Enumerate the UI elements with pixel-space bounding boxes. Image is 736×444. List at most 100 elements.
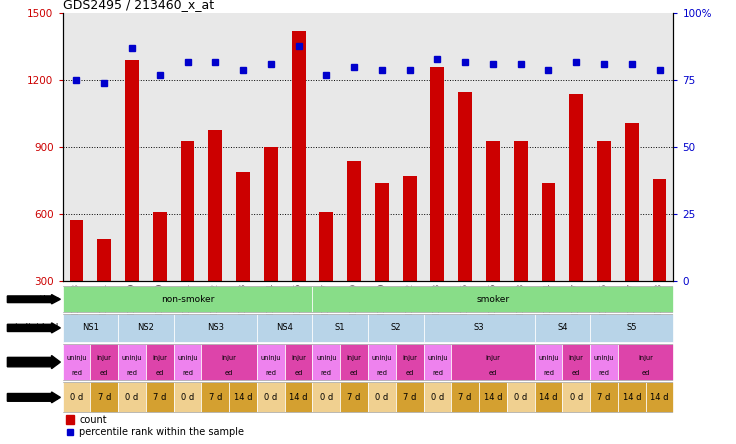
Bar	[562, 382, 590, 412]
Bar	[459, 91, 472, 281]
Text: injur: injur	[638, 355, 653, 361]
Text: 7 d: 7 d	[403, 393, 417, 402]
Text: GDS2495 / 213460_x_at: GDS2495 / 213460_x_at	[63, 0, 213, 11]
Bar	[202, 344, 257, 380]
Text: injur: injur	[291, 355, 306, 361]
Bar	[375, 183, 389, 281]
Text: red: red	[321, 370, 332, 377]
Text: uninju: uninju	[427, 355, 447, 361]
Bar	[125, 60, 139, 281]
Bar	[423, 344, 451, 380]
Bar	[479, 382, 507, 412]
Bar	[146, 344, 174, 380]
Bar	[69, 220, 83, 281]
Bar	[431, 67, 445, 281]
Text: S3: S3	[474, 323, 484, 333]
Bar	[63, 344, 91, 380]
Bar	[313, 286, 673, 312]
Bar	[534, 344, 562, 380]
Bar	[63, 382, 91, 412]
Text: 14 d: 14 d	[289, 393, 308, 402]
Text: S2: S2	[391, 323, 401, 333]
Text: ed: ed	[642, 370, 650, 377]
Bar	[423, 382, 451, 412]
Bar	[313, 382, 340, 412]
Bar	[590, 382, 618, 412]
Bar	[368, 344, 396, 380]
Text: uninju: uninju	[594, 355, 615, 361]
Bar	[645, 382, 673, 412]
Bar	[174, 382, 202, 412]
Bar	[285, 344, 313, 380]
Text: 14 d: 14 d	[623, 393, 641, 402]
Text: injur: injur	[222, 355, 236, 361]
Bar	[174, 344, 202, 380]
Text: 0 d: 0 d	[375, 393, 389, 402]
Text: uninju: uninju	[372, 355, 392, 361]
Bar	[66, 416, 74, 424]
Bar	[618, 344, 673, 380]
Bar	[542, 183, 556, 281]
Bar	[291, 31, 305, 281]
Text: ed: ed	[406, 370, 414, 377]
Bar	[63, 314, 118, 342]
Text: 7 d: 7 d	[98, 393, 111, 402]
Bar	[208, 130, 222, 281]
Text: ed: ed	[100, 370, 108, 377]
Text: NS3: NS3	[207, 323, 224, 333]
Text: percentile rank within the sample: percentile rank within the sample	[79, 428, 244, 437]
Bar	[118, 382, 146, 412]
Bar	[451, 344, 534, 380]
Text: uninju: uninju	[66, 355, 87, 361]
Bar	[618, 382, 645, 412]
Text: 0 d: 0 d	[181, 393, 194, 402]
Bar	[590, 344, 618, 380]
Text: red: red	[543, 370, 554, 377]
Text: injur: injur	[486, 355, 500, 361]
Text: red: red	[127, 370, 138, 377]
Text: other: other	[35, 295, 59, 304]
Bar	[562, 344, 590, 380]
Text: injur: injur	[347, 355, 361, 361]
Text: 0 d: 0 d	[125, 393, 138, 402]
Bar	[63, 286, 313, 312]
Bar	[340, 344, 368, 380]
Text: 14 d: 14 d	[539, 393, 558, 402]
Text: 0 d: 0 d	[70, 393, 83, 402]
Text: injur: injur	[152, 355, 167, 361]
Bar	[264, 147, 277, 281]
Bar	[180, 141, 194, 281]
Text: 7 d: 7 d	[598, 393, 611, 402]
Bar	[423, 314, 534, 342]
Text: injur: injur	[569, 355, 584, 361]
Bar	[653, 178, 667, 281]
Text: 7 d: 7 d	[208, 393, 222, 402]
Bar	[396, 382, 423, 412]
Bar	[202, 382, 229, 412]
Bar	[146, 382, 174, 412]
Text: ed: ed	[572, 370, 581, 377]
Text: ed: ed	[294, 370, 302, 377]
Bar	[313, 314, 368, 342]
Text: count: count	[79, 415, 107, 425]
Bar	[507, 382, 534, 412]
Text: smoker: smoker	[476, 295, 509, 304]
Bar	[534, 382, 562, 412]
Text: individual: individual	[15, 323, 59, 333]
Text: stress: stress	[32, 357, 59, 367]
Text: red: red	[182, 370, 193, 377]
Text: uninju: uninju	[261, 355, 281, 361]
Bar	[597, 141, 611, 281]
Text: uninju: uninju	[316, 355, 336, 361]
Bar	[368, 382, 396, 412]
Bar	[368, 314, 423, 342]
Text: 0 d: 0 d	[431, 393, 444, 402]
Text: injur: injur	[96, 355, 112, 361]
Bar	[625, 123, 639, 281]
Bar	[257, 314, 313, 342]
Bar	[396, 344, 423, 380]
Text: uninju: uninju	[177, 355, 198, 361]
Text: 14 d: 14 d	[234, 393, 252, 402]
Bar	[451, 382, 479, 412]
Text: red: red	[598, 370, 609, 377]
